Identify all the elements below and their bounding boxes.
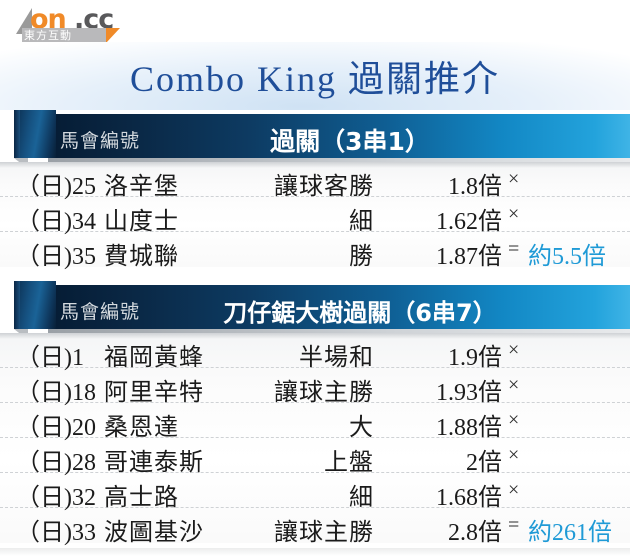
cell-total-payout: 約5.5倍: [528, 244, 606, 270]
cell-bet-type: 半場和: [299, 345, 374, 371]
cell-odds: 1.88倍: [436, 415, 502, 441]
cell-odds: 1.68倍: [436, 485, 502, 511]
cell-odds: 1.87倍: [436, 244, 502, 270]
cell-operator: ×: [508, 479, 520, 501]
cell-team: 山度士: [104, 209, 179, 235]
cell-team: 哥連泰斯: [104, 450, 204, 476]
ribbon-fold-edge: [14, 110, 20, 158]
cell-bet-type: 大: [349, 415, 374, 441]
cell-operator: ×: [508, 409, 520, 431]
cell-team: 高士路: [104, 485, 179, 511]
cell-odds: 1.9倍: [448, 345, 502, 371]
cell-match-id: （日)32: [16, 485, 96, 511]
cell-odds: 1.8倍: [448, 174, 502, 200]
cell-match-id: （日)33: [16, 520, 96, 546]
cell-bet-type: 讓球主勝: [274, 380, 374, 406]
ribbon-underline: [48, 329, 630, 334]
cell-match-id: （日)20: [16, 415, 96, 441]
section-parlay-3x1: 馬會編號 過關（3串1） （日)25 洛辛堡 讓球客勝 1.8倍 × （日)34…: [0, 110, 630, 270]
table-top-shadow: [0, 162, 630, 168]
cell-operator: =: [508, 238, 520, 260]
cell-odds: 1.62倍: [436, 209, 502, 235]
column-header-jockey-club-number: 馬會編號: [60, 301, 141, 323]
ribbon-bar: [48, 285, 630, 329]
cell-team: 福岡黃蜂: [104, 345, 204, 371]
cell-team: 費城聯: [104, 244, 179, 270]
cell-team: 桑恩達: [104, 415, 179, 441]
table-row[interactable]: （日)28 哥連泰斯 上盤 2倍 ×: [0, 438, 630, 476]
cell-operator: ×: [508, 168, 520, 190]
column-header-jockey-club-number: 馬會編號: [60, 130, 141, 152]
table-row[interactable]: （日)33 波圖基沙 讓球主勝 2.8倍 = 約261倍: [0, 508, 630, 546]
bet-table: （日)1 福岡黃蜂 半場和 1.9倍 × （日)18 阿里辛特 讓球主勝 1.9…: [0, 333, 630, 546]
site-logo[interactable]: on .cc 東方互動: [0, 0, 200, 43]
cell-match-id: （日)28: [16, 450, 96, 476]
logo-subtitle-text: 東方互動: [24, 29, 72, 42]
cell-operator: ×: [508, 444, 520, 466]
table-row[interactable]: （日)25 洛辛堡 讓球客勝 1.8倍 ×: [0, 162, 630, 200]
cell-match-id: （日)35: [16, 244, 96, 270]
cell-match-id: （日)34: [16, 209, 96, 235]
cell-operator: ×: [508, 374, 520, 396]
table-row[interactable]: （日)32 高士路 細 1.68倍 ×: [0, 473, 630, 511]
bottom-edge: [0, 548, 630, 556]
cell-odds: 2倍: [466, 450, 502, 476]
table-row[interactable]: （日)20 桑恩達 大 1.88倍 ×: [0, 403, 630, 441]
table-row[interactable]: （日)18 阿里辛特 讓球主勝 1.93倍 ×: [0, 368, 630, 406]
cell-operator: ×: [508, 203, 520, 225]
ribbon-fold-edge: [14, 281, 20, 329]
table-row[interactable]: （日)35 費城聯 勝 1.87倍 = 約5.5倍: [0, 232, 630, 270]
logo-wedge-shape: [16, 8, 32, 34]
table-top-shadow: [0, 333, 630, 339]
section-parlay-6x7: 馬會編號 刀仔鋸大樹過關（6串7） （日)1 福岡黃蜂 半場和 1.9倍 × （…: [0, 281, 630, 546]
cell-match-id: （日)18: [16, 380, 96, 406]
cell-bet-type: 上盤: [324, 450, 374, 476]
ribbon-fold: [14, 110, 56, 158]
cell-bet-type: 細: [349, 485, 374, 511]
cell-odds: 2.8倍: [448, 520, 502, 546]
section-title: 過關（3串1）: [270, 127, 430, 156]
logo-tail-shape: [106, 28, 120, 43]
cell-bet-type: 讓球主勝: [274, 520, 374, 546]
title-banner: [0, 42, 630, 110]
cell-bet-type: 讓球客勝: [274, 174, 374, 200]
section-header-ribbon: 馬會編號 過關（3串1）: [0, 110, 630, 169]
table-row[interactable]: （日)1 福岡黃蜂 半場和 1.9倍 ×: [0, 333, 630, 371]
cell-total-payout: 約261倍: [528, 520, 612, 546]
section-header-ribbon: 馬會編號 刀仔鋸大樹過關（6串7）: [0, 281, 630, 340]
cell-operator: =: [508, 514, 520, 536]
page-title: Combo King 過關推介: [129, 59, 500, 99]
cell-bet-type: 勝: [349, 244, 374, 270]
logo-subtitle-bar: [22, 28, 106, 43]
cell-team: 阿里辛特: [104, 380, 204, 406]
table-row[interactable]: （日)34 山度士 細 1.62倍 ×: [0, 197, 630, 235]
section-title: 刀仔鋸大樹過關（6串7）: [223, 299, 497, 327]
cell-bet-type: 細: [349, 209, 374, 235]
cell-operator: ×: [508, 339, 520, 361]
cell-team: 波圖基沙: [104, 520, 204, 546]
cell-match-id: （日)25: [16, 174, 96, 200]
cell-match-id: （日)1: [16, 345, 84, 371]
ribbon-fold: [14, 281, 56, 329]
cell-team: 洛辛堡: [104, 174, 179, 200]
bet-table: （日)25 洛辛堡 讓球客勝 1.8倍 × （日)34 山度士 細 1.62倍 …: [0, 162, 630, 270]
ribbon-underline: [48, 158, 630, 163]
ribbon-bar: [48, 114, 630, 158]
cell-odds: 1.93倍: [436, 380, 502, 406]
